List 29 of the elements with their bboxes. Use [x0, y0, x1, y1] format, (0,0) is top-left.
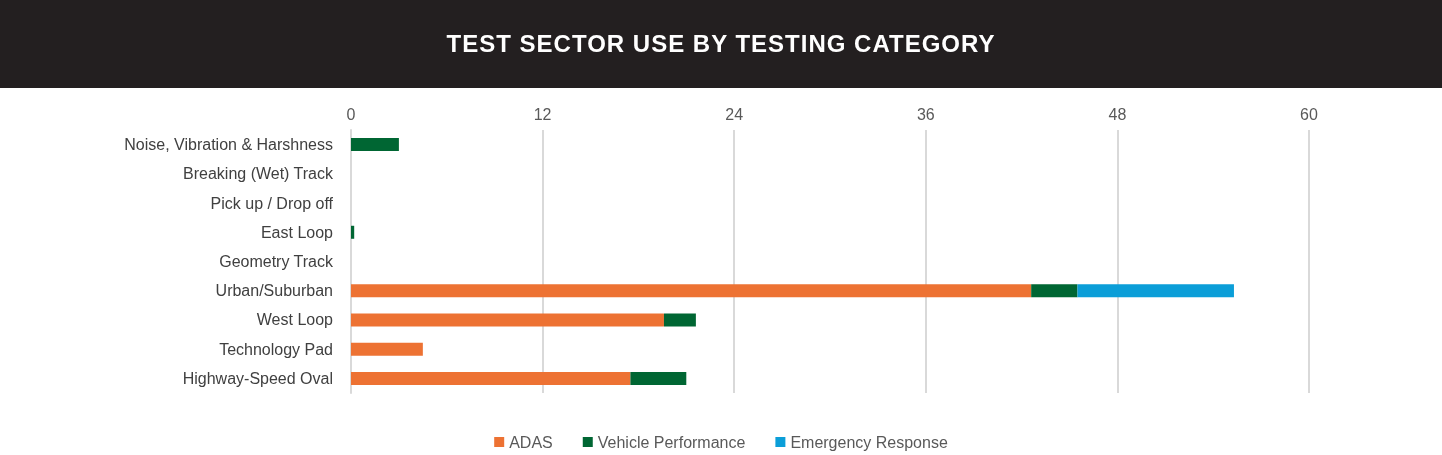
x-tick-label: 0	[346, 105, 356, 123]
y-tick-label: Technology Pad	[219, 340, 333, 358]
x-tick-label: 36	[916, 105, 935, 123]
x-tick-label: 60	[1300, 105, 1318, 123]
legend-label: ADAS	[509, 433, 553, 451]
y-tick-label: Urban/Suburban	[215, 282, 333, 300]
y-tick-label: East Loop	[260, 223, 334, 241]
bar	[351, 138, 399, 152]
bar	[1077, 284, 1234, 298]
y-tick-label: Pick up / Drop off	[210, 194, 334, 212]
bar	[351, 371, 631, 385]
y-tick-label: Noise, Vibration & Harshness	[124, 136, 333, 154]
bar	[351, 313, 664, 327]
bar	[630, 371, 687, 385]
bar	[351, 342, 423, 356]
y-tick-label: Geometry Track	[219, 253, 334, 270]
legend-label: Vehicle Performance	[597, 433, 746, 451]
chart-title: TEST SECTOR USE BY TESTING CATEGORY	[0, 0, 1442, 88]
bar	[663, 313, 696, 327]
y-tick-label: Highway-Speed Oval	[182, 369, 333, 387]
x-tick-label: 12	[533, 105, 552, 123]
bar	[1031, 284, 1078, 298]
x-tick-label: 24	[725, 105, 744, 123]
bar	[351, 225, 355, 239]
y-tick-label: West Loop	[256, 311, 334, 329]
bar	[351, 284, 1032, 298]
x-tick-label: 48	[1108, 105, 1127, 123]
legend-label: Emergency Response	[790, 433, 948, 451]
y-tick-label: Breaking (Wet) Track	[183, 165, 334, 183]
